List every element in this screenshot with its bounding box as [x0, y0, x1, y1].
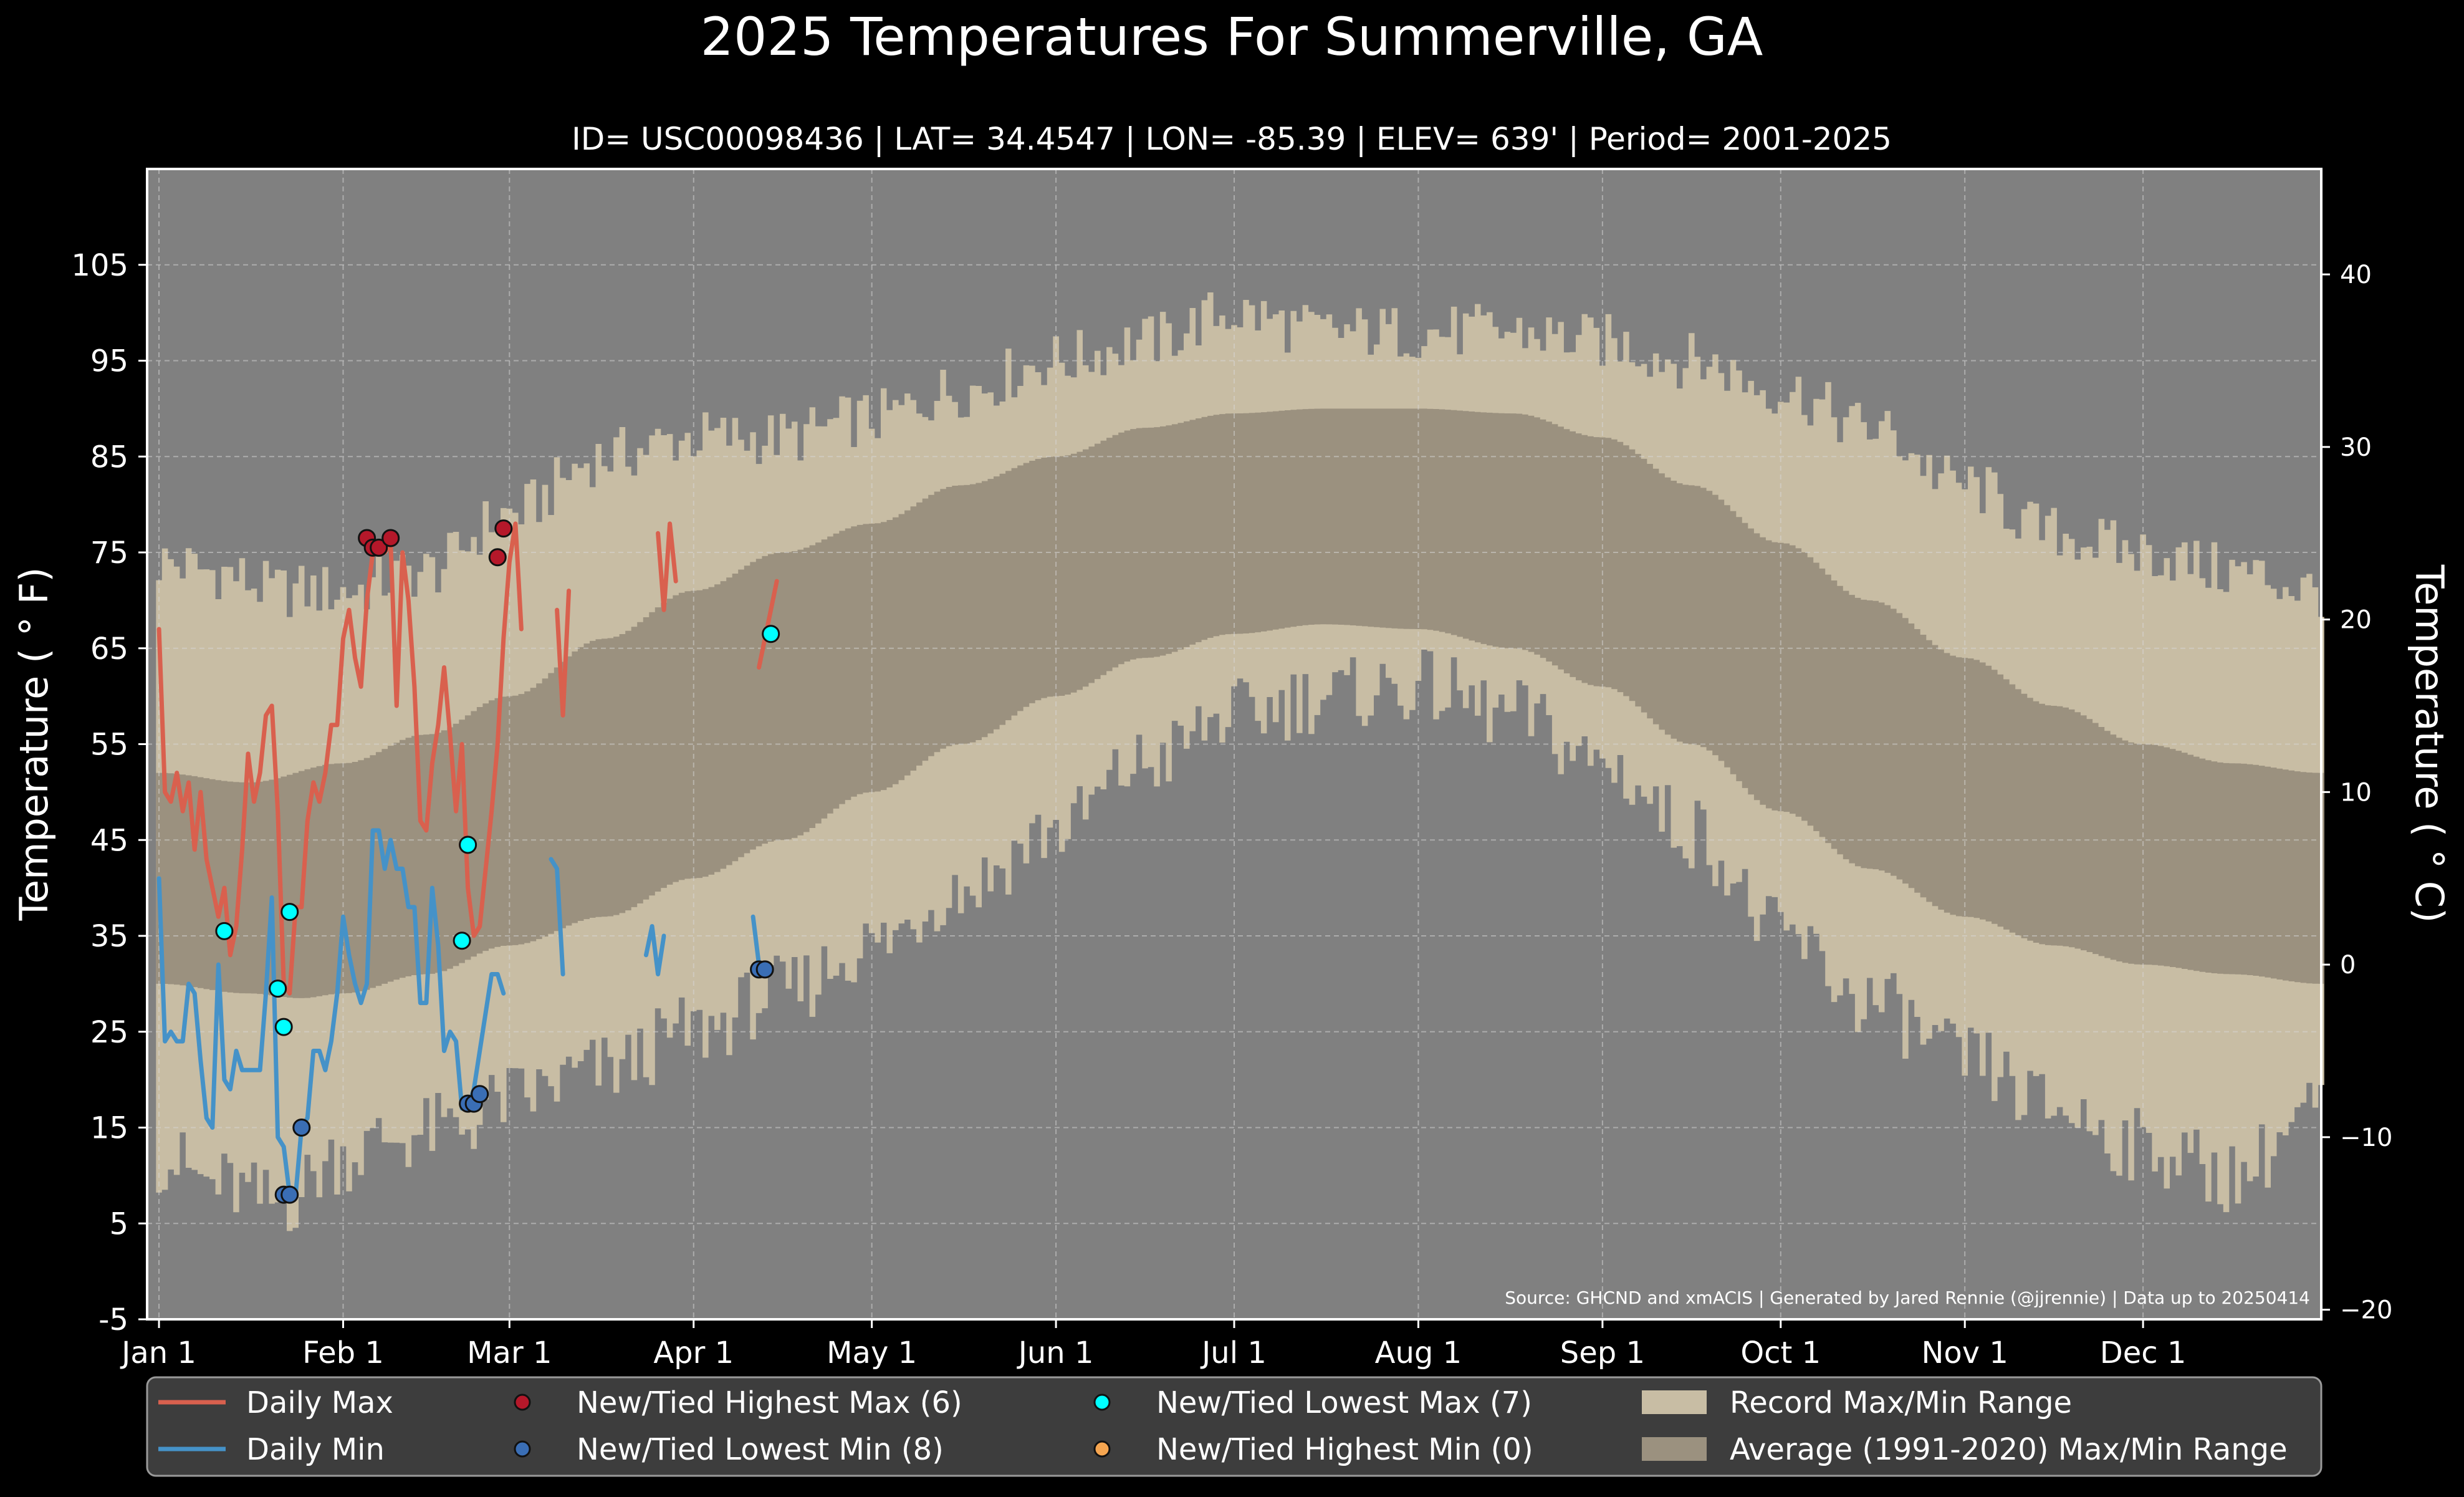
- x-tick-label: Sep 1: [1560, 1336, 1645, 1370]
- normal-range-band: [156, 408, 2324, 998]
- x-tick-label: Feb 1: [302, 1336, 384, 1370]
- daily-min-line: [156, 828, 506, 1197]
- y-tick-label-f: 55: [90, 728, 128, 763]
- legend-swatch-new-tied-lowest-min-8: [514, 1440, 531, 1458]
- highest-max-marker: [370, 538, 388, 557]
- y-tick-label-f: 35: [90, 919, 128, 954]
- y-tick-label-c: 10: [2340, 778, 2372, 807]
- x-axis: Jan 1 Feb 1 Mar 1 Apr 1 May 1 Jun 1 Jul 1 Aug 1…: [120, 1319, 2186, 1370]
- x-tick-label: Jul 1: [1200, 1336, 1267, 1370]
- legend-label: Daily Min: [246, 1432, 385, 1467]
- chart-subtitle: ID= USC00098436 | LAT= 34.4547 | LON= -8…: [572, 121, 1892, 157]
- y-tick-label-c: 40: [2340, 261, 2372, 289]
- y-tick-label-c: 0: [2340, 951, 2356, 980]
- y-tick-label-c: 20: [2340, 606, 2372, 635]
- y-tick-label-f: 15: [90, 1111, 128, 1146]
- legend-swatch-new-tied-lowest-max-7: [1093, 1394, 1111, 1411]
- record-markers: [215, 519, 780, 1204]
- y-tick-label-f: 95: [90, 344, 128, 379]
- y-tick-label-c: −10: [2340, 1124, 2392, 1152]
- daily-lines: [156, 521, 779, 1197]
- lowest-max-marker: [459, 835, 477, 854]
- legend-label: New/Tied Highest Min (0): [1156, 1432, 1533, 1467]
- highest-max-marker: [494, 519, 513, 538]
- legend-label: New/Tied Lowest Max (7): [1156, 1385, 1532, 1420]
- lowest-min-marker: [471, 1085, 489, 1104]
- legend-label: Record Max/Min Range: [1730, 1385, 2072, 1420]
- x-tick-label: Jan 1: [120, 1336, 196, 1370]
- lowest-max-marker: [453, 931, 471, 950]
- highest-max-marker: [381, 529, 400, 547]
- lowest-max-marker: [280, 903, 299, 922]
- y-axis-label-right: Temperature ( ° C): [2407, 564, 2452, 923]
- legend: Daily Max Daily Min New/Tied Highest Max (…: [146, 1376, 2323, 1477]
- legend-swatch-new-tied-highest-min-0: [1093, 1440, 1111, 1458]
- lowest-max-marker: [215, 922, 234, 940]
- daily-max-line: [656, 521, 678, 612]
- legend-box: [146, 1376, 2323, 1477]
- x-tick-label: Apr 1: [653, 1336, 734, 1370]
- legend-swatch-new-tied-highest-max-6: [514, 1394, 531, 1411]
- lowest-max-marker: [274, 1018, 293, 1036]
- x-tick-label: May 1: [827, 1336, 917, 1370]
- y-axis-celsius: −20 −10 0 10 20 30 40: [2321, 261, 2392, 1325]
- plot-area: Source: GHCND and xmACIS | Generated by …: [146, 168, 2324, 1321]
- daily-min-line: [549, 857, 565, 976]
- daily-max-line: [555, 589, 572, 718]
- x-tick-label: Aug 1: [1375, 1336, 1462, 1370]
- y-tick-label-f: 85: [90, 440, 128, 474]
- highest-max-marker: [488, 548, 507, 567]
- record-range-band: [156, 292, 2324, 1231]
- daily-min-line: [644, 924, 666, 976]
- legend-label: New/Tied Highest Max (6): [577, 1385, 962, 1420]
- y-tick-label-c: 30: [2340, 433, 2372, 462]
- y-tick-label-f: 45: [90, 823, 128, 858]
- range-bands: [156, 292, 2324, 1231]
- y-tick-label-f: 5: [109, 1206, 128, 1241]
- lowest-min-marker: [755, 960, 774, 979]
- legend-swatch-record-max-min-range: [1642, 1390, 1707, 1414]
- y-tick-label-f: 25: [90, 1015, 128, 1050]
- legend-label: Average (1991-2020) Max/Min Range: [1730, 1432, 2288, 1467]
- chart-title: 2025 Temperatures For Summerville, GA: [701, 6, 1763, 67]
- daily-max-line: [156, 521, 524, 996]
- y-tick-label-f: 75: [90, 536, 128, 570]
- x-tick-label: Jun 1: [1017, 1336, 1094, 1370]
- lowest-max-marker: [269, 980, 287, 998]
- lowest-max-marker: [762, 625, 780, 643]
- lowest-min-marker: [280, 1185, 299, 1204]
- y-tick-label-c: −20: [2340, 1296, 2392, 1325]
- x-tick-label: Oct 1: [1740, 1336, 1821, 1370]
- x-tick-label: Mar 1: [467, 1336, 552, 1370]
- legend-label: Daily Max: [246, 1385, 393, 1420]
- y-tick-label-f: -5: [98, 1302, 128, 1337]
- x-tick-label: Nov 1: [1921, 1336, 2008, 1370]
- lowest-min-marker: [292, 1119, 311, 1137]
- legend-label: New/Tied Lowest Min (8): [577, 1432, 944, 1467]
- daily-max-line: [757, 579, 779, 670]
- y-tick-label-f: 105: [71, 248, 128, 283]
- y-axis-fahrenheit: -5 5 15 25 35 45 55 65 75 85 95 105: [71, 248, 147, 1337]
- y-tick-label-f: 65: [90, 632, 128, 667]
- y-axis-label-left: Temperature ( ° F): [11, 567, 57, 922]
- legend-swatch-average-1991-2020-max-min-range: [1642, 1437, 1707, 1461]
- source-note: Source: GHCND and xmACIS | Generated by …: [1505, 1288, 2310, 1308]
- x-tick-label: Dec 1: [2100, 1336, 2187, 1370]
